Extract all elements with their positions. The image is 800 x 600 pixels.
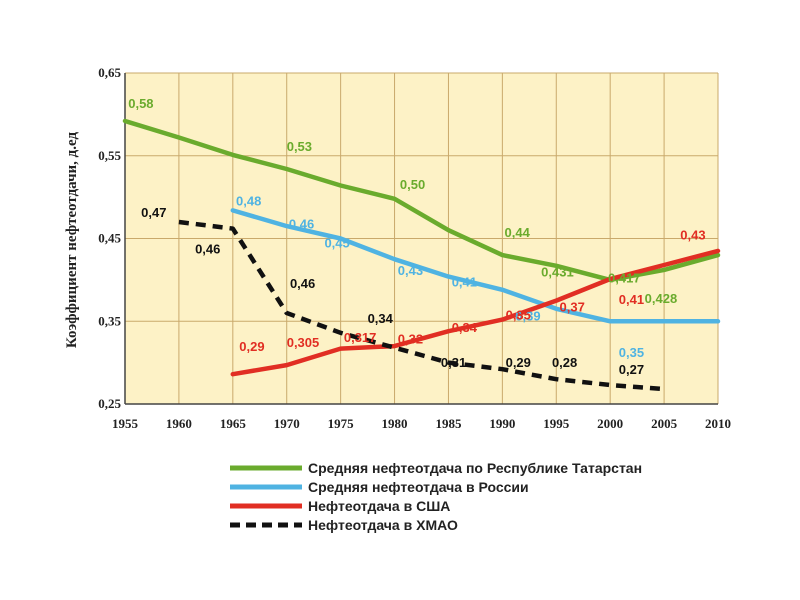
legend-swatch-tatarstan — [230, 465, 302, 470]
y-tick-3: 0,55 — [98, 148, 121, 163]
data-label-usa-4: 0,34 — [452, 320, 478, 335]
legend-label-hmao: Нефтеотдача в ХМАО — [308, 516, 458, 533]
data-label-russia-6: 0,35 — [619, 345, 644, 360]
data-label-russia-5: 0,39 — [515, 308, 540, 323]
data-label-usa-7: 0,41 — [619, 292, 644, 307]
data-label-tatarstan-3: 0,44 — [505, 225, 531, 240]
data-label-hmao-6: 0,28 — [552, 355, 577, 370]
legend-swatch-usa — [230, 503, 302, 508]
legend-item-tatarstan: Средняя нефтеотдача по Республике Татарс… — [230, 458, 642, 477]
data-label-russia-1: 0,46 — [289, 217, 314, 232]
legend-label-russia: Средняя нефтеотдача в России — [308, 478, 529, 495]
series-line-usa — [230, 248, 721, 377]
data-label-russia-2: 0,45 — [324, 236, 349, 251]
data-label-usa-5: 0,35 — [506, 308, 531, 323]
x-tick-2010: 2010 — [705, 416, 731, 431]
data-label-russia-3: 0,43 — [398, 263, 423, 278]
data-label-tatarstan-5: 0,417 — [608, 270, 641, 285]
data-label-usa-2: 0,317 — [344, 330, 377, 345]
legend-item-russia: Средняя нефтеотдача в России — [230, 477, 642, 496]
y-tick-0: 0,25 — [98, 396, 121, 411]
grid — [124, 72, 719, 405]
x-tick-1965: 1965 — [220, 416, 247, 431]
data-label-tatarstan-1: 0,53 — [287, 139, 312, 154]
legend-swatch-russia — [230, 484, 302, 489]
legend-item-hmao: Нефтеотдача в ХМАО — [230, 515, 642, 534]
series-line-russia — [230, 208, 721, 324]
x-tick-1960: 1960 — [166, 416, 192, 431]
data-label-usa-3: 0,32 — [398, 332, 423, 347]
data-label-russia-0: 0,48 — [236, 193, 261, 208]
data-labels: 0,58 0,53 0,50 0,44 0,431 0,417 0,428 0,48 0,46 0… — [128, 96, 705, 377]
x-tick-1990: 1990 — [489, 416, 515, 431]
x-tick-1970: 1970 — [274, 416, 300, 431]
legend-swatch-hmao — [230, 522, 302, 527]
x-tick-1980: 1980 — [382, 416, 408, 431]
x-tick-1985: 1985 — [435, 416, 462, 431]
series-group — [122, 118, 721, 392]
data-label-usa-8: 0,43 — [680, 227, 705, 242]
x-tick-2005: 2005 — [651, 416, 678, 431]
data-label-usa-1: 0,305 — [287, 335, 320, 350]
y-axis: 0,25 0,35 0,45 0,55 0,65 — [98, 65, 121, 411]
data-label-tatarstan-0: 0,58 — [128, 96, 153, 111]
data-label-hmao-4: 0,31 — [441, 355, 466, 370]
y-tick-2: 0,45 — [98, 231, 121, 246]
x-tick-1955: 1955 — [112, 416, 139, 431]
data-label-tatarstan-2: 0,50 — [400, 177, 425, 192]
legend-item-usa: Нефтеотдача в США — [230, 496, 642, 515]
data-label-usa-0: 0,29 — [239, 339, 264, 354]
series-line-hmao — [178, 219, 665, 392]
legend-label-usa: Нефтеотдача в США — [308, 497, 451, 514]
data-label-hmao-5: 0,29 — [506, 355, 531, 370]
data-label-hmao-0: 0,47 — [141, 205, 166, 220]
data-label-hmao-7: 0,27 — [619, 362, 644, 377]
y-tick-4: 0,65 — [98, 65, 121, 80]
data-label-tatarstan-6: 0,428 — [645, 291, 678, 306]
data-label-tatarstan-4: 0,431 — [541, 265, 574, 280]
x-tick-1975: 1975 — [328, 416, 355, 431]
data-label-usa-6: 0,37 — [560, 299, 585, 314]
legend-label-tatarstan: Средняя нефтеотдача по Республике Татарс… — [308, 459, 643, 476]
x-tick-1995: 1995 — [543, 416, 570, 431]
y-tick-1: 0,35 — [98, 313, 121, 328]
legend: Средняя нефтеотдача по Республике Татарс… — [230, 458, 642, 534]
data-label-hmao-3: 0,34 — [368, 311, 394, 326]
x-axis: 1955 1960 1965 1970 1975 1980 1985 1990 1995 2000… — [112, 416, 731, 431]
data-label-russia-4: 0,41 — [452, 274, 477, 289]
x-tick-2000: 2000 — [597, 416, 623, 431]
data-label-hmao-1: 0,46 — [195, 241, 220, 256]
y-axis-label: Коэффициент нефтеотдачи, д.ед — [64, 132, 80, 349]
data-label-hmao-2: 0,46 — [290, 276, 315, 291]
